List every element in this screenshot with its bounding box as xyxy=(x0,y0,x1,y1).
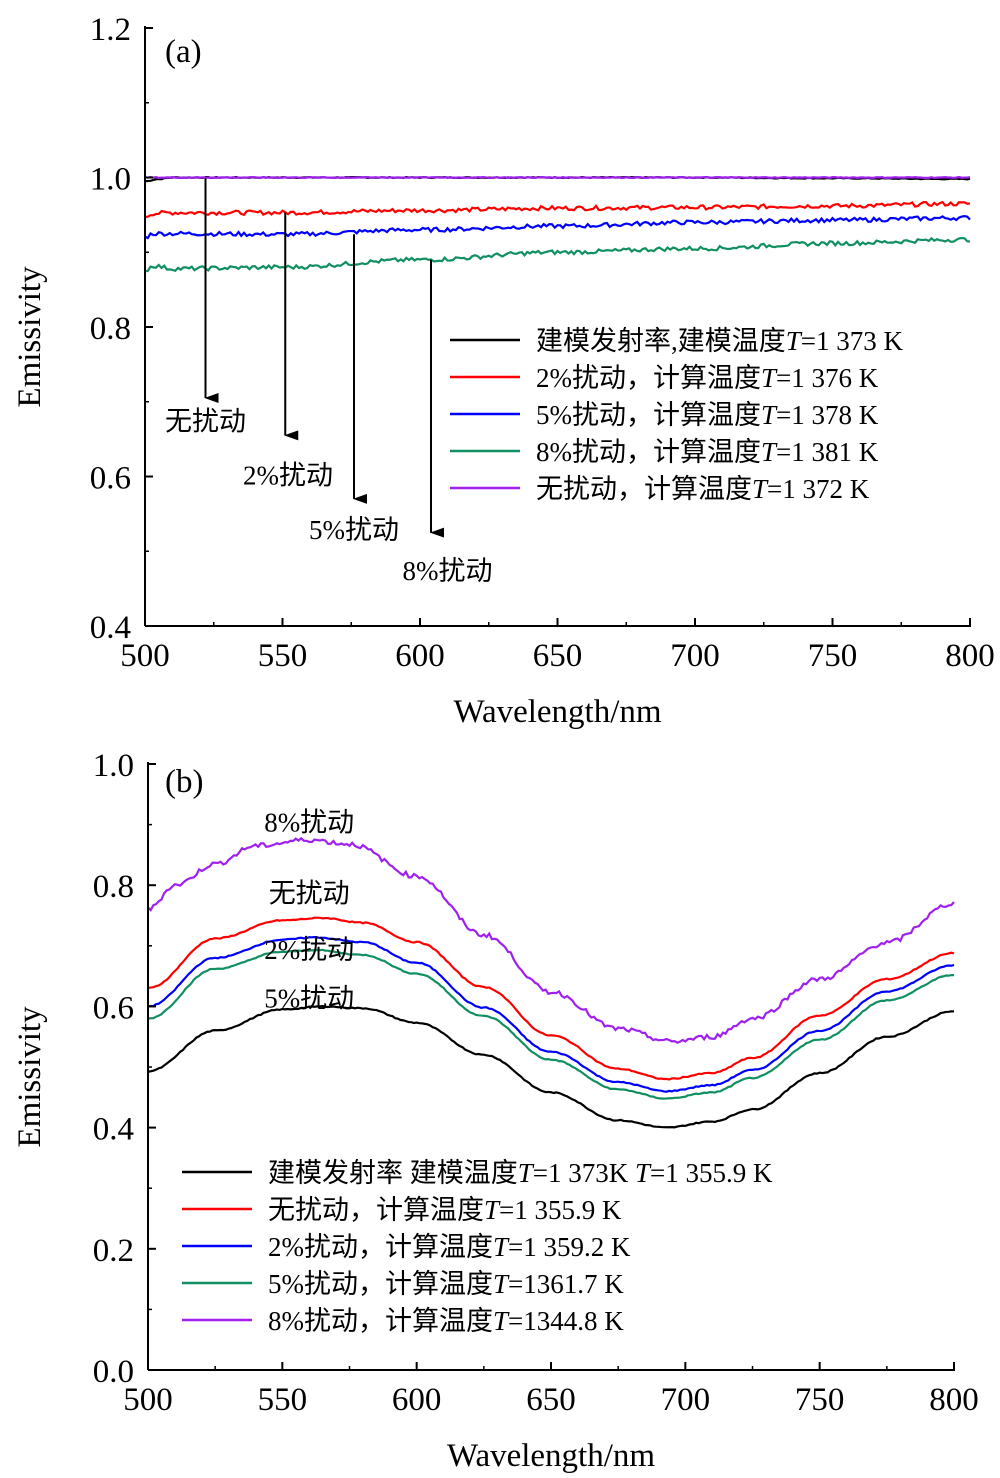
y-tick-label: 0.6 xyxy=(93,990,134,1026)
series-line-red xyxy=(144,200,971,219)
legend-label: 5%扰动，计算温度T=1361.7 K xyxy=(268,1269,624,1299)
y-tick-label: 0.2 xyxy=(93,1233,134,1269)
chart-panel-b: 500 550 600 650 700 750 800 0.0 0.2 0.4 0.6 0.8 1.0 W… xyxy=(12,748,979,1474)
annotation-label: 8%扰动 xyxy=(264,808,354,838)
series-line-green xyxy=(144,236,971,273)
y-tick-label: 0.0 xyxy=(93,1354,134,1390)
annotation-label: 5%扰动 xyxy=(309,515,399,545)
y-tick-label: 0.8 xyxy=(90,311,131,347)
legend-label: 建模发射率,建模温度T=1 373 K xyxy=(536,326,904,356)
series-line-green xyxy=(147,948,955,1100)
x-tick-label: 800 xyxy=(945,638,995,674)
y-tick-label: 0.4 xyxy=(93,1112,134,1148)
annotation-label: 8%扰动 xyxy=(403,556,493,586)
x-tick-label: 700 xyxy=(670,638,720,674)
series-line-purple xyxy=(144,175,971,180)
legend-label: 8%扰动，计算温度T=1 381 K xyxy=(536,437,879,467)
y-tick-label: 1.2 xyxy=(90,12,131,48)
x-tick-label: 550 xyxy=(258,1382,308,1418)
series-line-purple xyxy=(147,836,955,1044)
legend: 建模发射率 建模温度T=1 373K T=1 355.9 K 无扰动，计算温度T=… xyxy=(182,1158,773,1336)
x-tick-label: 600 xyxy=(392,1382,442,1418)
legend-label: 5%扰动，计算温度T=1 378 K xyxy=(536,400,879,430)
annotation-label: 无扰动 xyxy=(165,406,246,436)
annotation-label: 无扰动 xyxy=(269,878,350,908)
legend-label: 无扰动，计算温度T=1 355.9 K xyxy=(268,1195,622,1225)
legend-label: 无扰动，计算温度T=1 372 K xyxy=(536,474,870,504)
legend-label: 2%扰动，计算温度T=1 376 K xyxy=(536,363,879,393)
panel-label: (a) xyxy=(165,34,202,70)
y-tick-label: 0.4 xyxy=(90,610,131,646)
series-line-blue xyxy=(147,935,955,1093)
legend: 建模发射率,建模温度T=1 373 K 2%扰动，计算温度T=1 376 K 5%扰… xyxy=(450,326,904,504)
y-tick-label: 0.6 xyxy=(90,461,131,497)
y-tick-label: 1.0 xyxy=(90,162,131,198)
legend-label: 8%扰动，计算温度T=1344.8 K xyxy=(268,1306,624,1336)
x-axis-label: Wavelength/nm xyxy=(453,694,661,730)
annotations: 无扰动 2%扰动 5%扰动8%扰动 xyxy=(165,178,493,586)
annotation-label: 2%扰动 xyxy=(243,460,333,490)
series-line-blue xyxy=(144,215,971,240)
x-tick-label: 650 xyxy=(526,1382,576,1418)
x-axis-label: Wavelength/nm xyxy=(447,1438,655,1474)
x-tick-label: 750 xyxy=(808,638,858,674)
x-tick-label: 650 xyxy=(533,638,583,674)
x-tick-label: 500 xyxy=(120,638,170,674)
x-tick-label: 600 xyxy=(395,638,445,674)
x-tick-label: 750 xyxy=(795,1382,845,1418)
x-tick-label: 700 xyxy=(661,1382,711,1418)
y-tick-label: 1.0 xyxy=(93,748,134,784)
legend-label: 建模发射率 建模温度T=1 373K T=1 355.9 K xyxy=(268,1158,773,1188)
annotation-label: 5%扰动 xyxy=(264,983,354,1013)
y-axis-label: Emissivity xyxy=(12,266,48,408)
x-tick-label: 550 xyxy=(258,638,308,674)
series-line-red xyxy=(147,916,955,1081)
series-line-black xyxy=(147,1004,955,1129)
x-tick-label: 500 xyxy=(123,1382,173,1418)
x-tick-label: 800 xyxy=(929,1382,979,1418)
chart-panel-a: 500 550 600 650 700 750 800 0.4 0.6 0.8 1.0 1.2 Wave… xyxy=(12,12,995,730)
panel-label: (b) xyxy=(165,764,203,800)
legend-label: 2%扰动，计算温度T=1 359.2 K xyxy=(268,1232,631,1262)
y-tick-label: 0.8 xyxy=(93,869,134,905)
y-axis-label: Emissivity xyxy=(12,1006,48,1148)
annotation-label: 2%扰动 xyxy=(264,935,354,965)
